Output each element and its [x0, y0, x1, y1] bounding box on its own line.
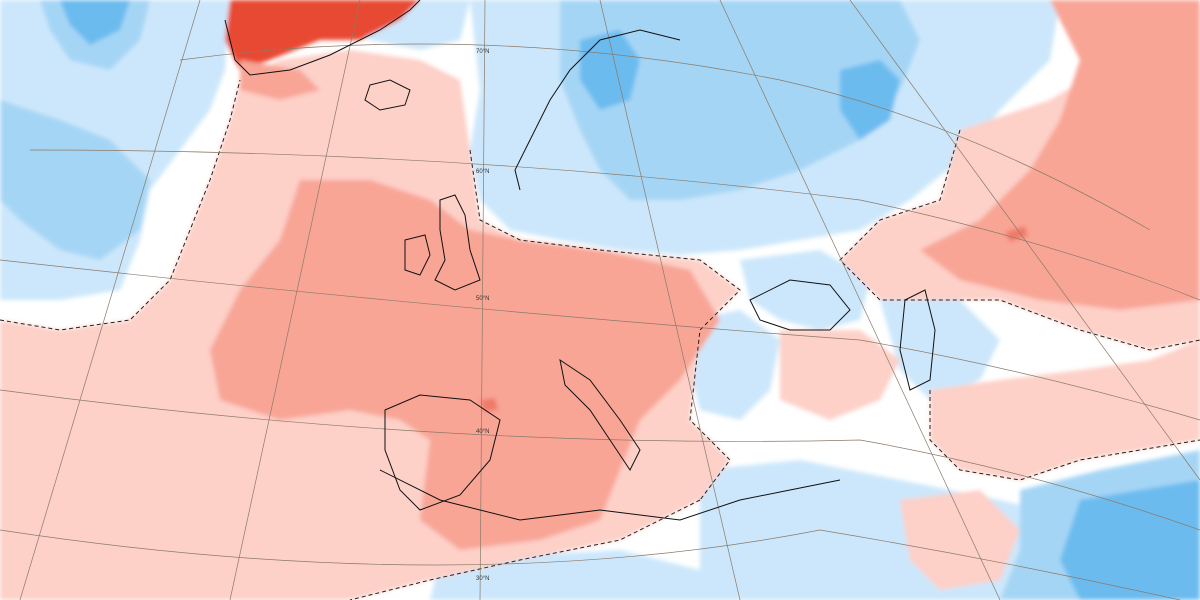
coast-norway [514, 29, 681, 191]
warm-area-east-russia-medium [920, 0, 1200, 310]
cool-area-balkans [690, 310, 780, 420]
meridian-1 [19, 0, 201, 600]
meridian-2 [229, 0, 361, 600]
contour-mideast [929, 390, 1200, 481]
coast-north-africa [379, 469, 841, 521]
latitude-60 [29, 149, 1200, 301]
warm-area-arabia [900, 490, 1020, 590]
cool-area-greenland-medium [0, 100, 150, 260]
warm-area-greenland-medium [240, 60, 320, 100]
meridian-3 [479, 0, 486, 600]
meridian-4 [599, 0, 741, 600]
warm-area-kazakhstan-core [1005, 226, 1028, 242]
coast-ireland [404, 234, 431, 276]
latitude-label-70: 70°N [476, 49, 489, 55]
meridian-5 [719, 0, 1001, 600]
coast-black-sea [749, 279, 851, 331]
contour-europe-north [469, 149, 741, 501]
latitude-70 [179, 43, 1151, 231]
latitude-40 [0, 389, 1200, 531]
latitude-label-60: 60°N [476, 169, 489, 175]
coastlines [224, 0, 936, 521]
meridian-6 [849, 0, 1200, 481]
latitude-label-40: 40°N [476, 429, 489, 435]
coast-caspian [899, 289, 936, 391]
latitude-label-50: 50°N [476, 296, 489, 302]
latitude-50 [0, 259, 1200, 421]
latitude-label-30: 30°N [476, 576, 489, 582]
warm-area-mideast [930, 340, 1200, 480]
latitude-30 [0, 529, 1181, 600]
warm-area-europe-medium [210, 180, 720, 550]
contour-atlantic [0, 79, 241, 331]
coast-iberia [384, 394, 501, 511]
coast-uk [434, 194, 481, 291]
zero-anomaly-contours [0, 79, 1200, 600]
coast-iceland [364, 79, 411, 111]
cool-area-black-sea [740, 250, 870, 330]
cool-area-baffin-core [60, 0, 130, 45]
cool-area-finland-core [580, 30, 640, 110]
contour-south [349, 499, 701, 600]
coast-italy [559, 358, 641, 471]
cool-area-mideast-strong [1060, 480, 1200, 600]
warm-area-turkey [780, 330, 900, 420]
cool-area-caspian [880, 300, 1000, 400]
contour-russia [839, 129, 1200, 351]
warm-area-greenland [225, 0, 420, 70]
latitude-labels: 70°N 60°N 50°N 40°N 30°N [476, 49, 489, 582]
warm-area-iberia-core [480, 398, 498, 412]
coast-greenland [224, 0, 421, 76]
cool-area-scandinavia-medium [560, 0, 920, 200]
cool-area-russia-core [840, 60, 900, 140]
